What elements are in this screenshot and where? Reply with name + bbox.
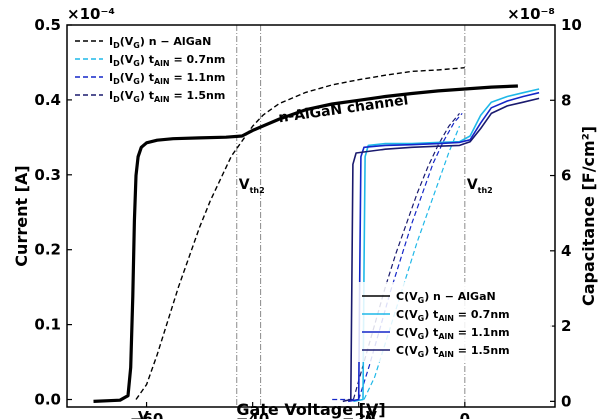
y-left-tick-label-3: 0.3 xyxy=(34,166,61,184)
x-tick-label-1: −40 xyxy=(236,410,269,419)
series-line-0 xyxy=(135,67,465,400)
y-axis-label-left: Current [A] xyxy=(12,165,31,266)
y-right-tick-label-0: 0 xyxy=(561,392,571,410)
right-multiplier: ×10⁻⁸ xyxy=(507,5,555,23)
legend-capacitance-label-3: C(VG) tAlN = 1.5nm xyxy=(396,344,510,359)
x-tick-label-3: 0 xyxy=(460,410,470,419)
series-line-5 xyxy=(93,84,518,403)
legend-capacitance-label-2: C(VG) tAlN = 1.1nm xyxy=(396,326,510,341)
legend-capacitance-label-0: C(VG) n − AlGaN xyxy=(396,290,496,305)
y-left-tick-label-4: 0.4 xyxy=(34,91,61,109)
y-right-tick-label-5: 10 xyxy=(561,16,582,34)
y-left-tick-label-5: 0.5 xyxy=(34,16,61,34)
y-axis-label-right: Capacitance [F/cm²] xyxy=(579,126,598,306)
y-left-tick-label-2: 0.2 xyxy=(34,241,61,259)
y-left-tick-label-1: 0.1 xyxy=(34,316,61,334)
legend-current-label-0: ID(VG) n − AlGaN xyxy=(109,35,211,50)
series-line-7 xyxy=(347,91,540,403)
y-right-tick-label-4: 8 xyxy=(561,91,571,109)
y-right-tick-label-1: 2 xyxy=(561,317,571,335)
plot-frame xyxy=(66,24,556,408)
annotation-4: n-AlGaN channel xyxy=(278,92,410,126)
y-right-tick-label-2: 4 xyxy=(561,242,571,260)
legend-capacitance: C(VG) n − AlGaN C(VG) tAlN = 0.7nm C(VG) t… xyxy=(358,282,552,362)
legend-capacitance-label-1: C(VG) tAlN = 0.7nm xyxy=(396,308,510,323)
left-multiplier: ×10⁻⁴ xyxy=(67,5,115,23)
annotation-1: Vth2 xyxy=(239,177,265,195)
y-left-tick-label-0: 0.0 xyxy=(34,391,61,409)
legend-current-label-3: ID(VG) tAlN = 1.5nm xyxy=(109,89,225,104)
x-tick-label-0: −60 xyxy=(130,410,163,419)
series-line-6 xyxy=(353,88,540,403)
legend-current: ID(VG) n − AlGaN ID(VG) tAlN = 0.7nm ID(VG… xyxy=(75,35,225,104)
tick-labels: −60 −40 −20 0 0.0 0.1 0.2 0.3 0.4 0.5 0 2 4 6 8 10 xyxy=(34,16,581,419)
x-axis-label: Gate Voltage [V] xyxy=(236,400,385,419)
legend-current-label-2: ID(VG) tAlN = 1.1nm xyxy=(109,71,225,86)
series-line-8 xyxy=(342,97,540,403)
legend-capacitance-bg xyxy=(358,282,552,362)
annotation-3: Vth2 xyxy=(467,177,493,195)
ticks xyxy=(67,24,555,407)
legend-current-label-1: ID(VG) tAlN = 0.7nm xyxy=(109,53,225,68)
x-tick-label-2: −20 xyxy=(342,410,375,419)
y-right-tick-label-3: 6 xyxy=(561,167,571,185)
annotations: Vth1Vth2Vth1Vth2n-AlGaN channel xyxy=(138,92,493,419)
